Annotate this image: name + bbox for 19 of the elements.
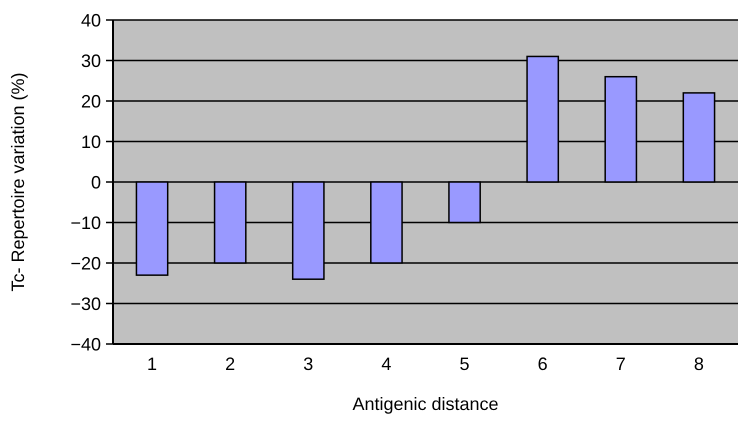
x-tick-label: 8 [694,354,704,374]
y-tick-label: −30 [70,294,101,314]
y-tick-label: −20 [70,253,101,274]
x-tick-label: 3 [303,354,314,374]
x-axis-title: Antigenic distance [352,394,499,414]
x-tick-label: 2 [225,354,236,374]
y-tick-label: 40 [80,10,101,30]
y-tick-label: 20 [80,91,101,112]
y-tick-label: 30 [80,50,101,71]
y-tick-label: 0 [90,172,101,192]
x-tick-label: 5 [460,354,470,374]
y-tick-label: −40 [70,334,101,354]
y-tick-label: 10 [80,132,101,152]
y-axis-title: Tc- Repertoire variation (%) [8,72,28,292]
y-tick-label: −10 [70,212,101,233]
x-tick-label: 1 [147,354,158,374]
x-tick-label: 7 [616,354,626,374]
x-tick-label: 4 [381,354,392,374]
x-tick-label: 6 [538,354,548,374]
